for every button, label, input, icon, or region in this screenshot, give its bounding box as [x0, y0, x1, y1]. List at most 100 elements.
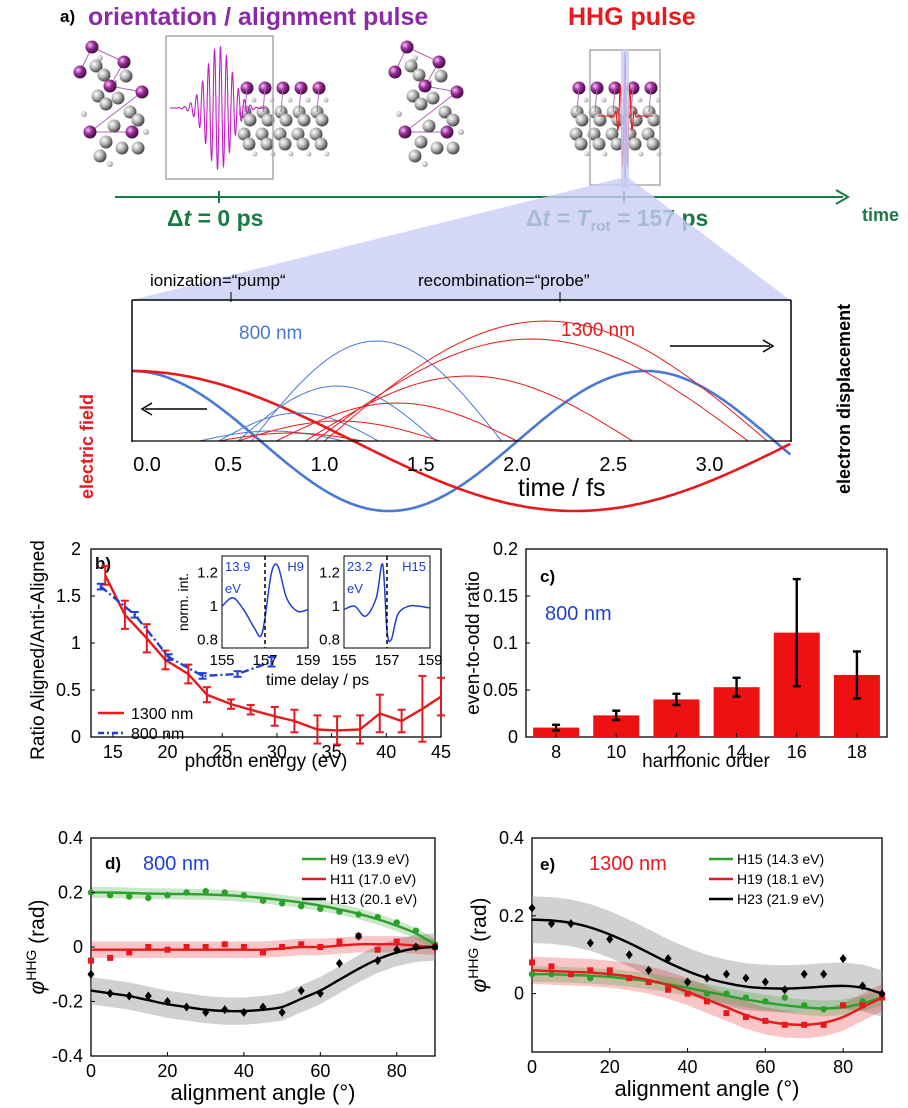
data-point-diamond: [742, 973, 750, 983]
carbon-atom: [123, 105, 137, 119]
data-point-square: [374, 946, 381, 953]
carbon-atom: [107, 119, 121, 133]
panel-e-annotation: 1300 nm: [589, 853, 667, 875]
carbon-atom: [628, 137, 642, 151]
inset-ytick-label: 1: [332, 598, 340, 615]
data-point-square: [164, 946, 171, 953]
iodine-atom: [388, 65, 402, 79]
data-point-square: [742, 1013, 749, 1020]
hydrogen-atom: [583, 97, 589, 103]
legend-label-1: H11 (17.0 eV): [330, 871, 416, 887]
carbon-atom: [273, 127, 287, 141]
panel-b-inset-1: 155 157 159 0.8 1 1.2 13.9 eV H9 norm. int.: [175, 555, 321, 669]
panel-b-label: b): [95, 554, 111, 573]
carbon-atom: [314, 137, 328, 151]
inset-ytick-label: 0.8: [197, 632, 218, 649]
data-point-square: [88, 957, 94, 964]
data-point-circle: [317, 905, 324, 913]
field-plot-xlabel: time / fs: [518, 474, 606, 502]
data-point-square: [762, 1017, 769, 1024]
data-point-square: [859, 1002, 866, 1009]
trajectory-arc-800nm: [250, 340, 502, 442]
iodine-atom: [400, 40, 414, 54]
data-point-circle: [106, 892, 114, 899]
carbon-atom: [99, 135, 113, 149]
data-point-diamond: [125, 991, 133, 1001]
data-point-circle: [742, 994, 750, 1001]
data-point-diamond: [820, 969, 828, 979]
data-point-circle: [801, 1002, 808, 1009]
inset-harmonic-label: H9: [287, 559, 304, 574]
panel-b-xtick-label: 25: [212, 742, 232, 762]
hhg-pulse-title: HHG pulse: [568, 3, 696, 31]
panel-a-label: a): [60, 7, 75, 26]
data-point-circle: [336, 908, 343, 915]
ylabel-phi: φ: [468, 979, 491, 993]
hydrogen-atom: [637, 97, 643, 103]
carbon-atom: [412, 68, 426, 82]
iodine-atom: [85, 40, 99, 54]
inset-ytick-label: 1.2: [197, 565, 218, 582]
electric-field-plot: [132, 320, 792, 513]
data-point-diamond: [393, 945, 401, 955]
data-point-circle: [528, 970, 536, 978]
series-800nm-line: [100, 585, 272, 678]
hydrogen-atom: [305, 97, 311, 103]
carbon-atom: [434, 69, 448, 83]
panel-c-ylabel: even-to-odd ratio: [463, 571, 484, 715]
field-xtick-label: 1.5: [407, 454, 435, 476]
carbon-atom: [646, 137, 660, 151]
field-xtick-label: 0.5: [214, 454, 242, 476]
bar-harmonic-8: [533, 727, 580, 737]
field-1300nm-curve: [132, 369, 791, 513]
hydrogen-atom: [396, 111, 402, 117]
data-point-diamond: [684, 977, 692, 987]
hydrogen-atom: [143, 129, 149, 135]
panel-b-ylabel: Ratio Aligned/Anti-Aligned: [28, 540, 49, 760]
data-point-diamond: [355, 931, 363, 941]
data-point-diamond: [839, 954, 847, 964]
panel-c: 0 0.05 0.1 0.15 0.2 8 10 12 14 16 18 harmonic order…: [463, 539, 888, 772]
hydrogen-atom: [638, 151, 644, 157]
panel-b-xtick-label: 40: [376, 742, 396, 762]
carbon-atom: [408, 149, 422, 163]
data-point-circle: [374, 913, 381, 921]
bond-line: [89, 91, 143, 133]
data-point-diamond: [374, 956, 382, 966]
data-point-square: [145, 944, 152, 950]
carbon-atom: [237, 127, 251, 141]
data-point-circle: [820, 1006, 827, 1013]
ylabel-phi: φ: [26, 981, 49, 995]
iodine-atom: [440, 125, 454, 139]
carbon-atom: [255, 127, 269, 141]
data-point-circle: [278, 900, 286, 907]
iodine-atom: [450, 85, 464, 99]
field-xtick-label: 1.0: [311, 454, 339, 476]
data-point-square: [665, 986, 672, 993]
data-point-square: [645, 978, 652, 985]
panel-c-xlabel: harmonic order: [642, 751, 770, 772]
inset-xtick-label: 157: [252, 652, 277, 669]
carbon-atom: [641, 127, 655, 141]
data-point-diamond: [183, 1002, 191, 1012]
panel-c-xtick-label: 14: [727, 742, 747, 762]
data-point-diamond: [859, 981, 867, 991]
ylabel-unit: (rad): [468, 897, 491, 947]
carbon-atom: [260, 137, 274, 151]
hydrogen-atom: [81, 111, 87, 117]
inset-ytick-label: 0.8: [319, 632, 340, 649]
hydrogen-atom: [422, 161, 428, 167]
inset-trace: [343, 563, 431, 643]
hydrogen-atom: [602, 151, 608, 157]
hydrogen-atom: [584, 151, 590, 157]
data-point-diamond: [221, 1005, 229, 1015]
data-point-diamond: [606, 934, 614, 944]
legend-label-2: H13 (20.1 eV): [330, 891, 417, 907]
inset-xtick-label: 159: [417, 652, 442, 669]
carbon-atom: [446, 113, 460, 127]
panel-d-ytick-label: 0.2: [58, 883, 83, 903]
data-point-circle: [548, 970, 555, 978]
carbon-atom: [297, 113, 311, 127]
panel-c-annotation: 800 nm: [545, 603, 612, 625]
data-point-diamond: [335, 958, 343, 968]
